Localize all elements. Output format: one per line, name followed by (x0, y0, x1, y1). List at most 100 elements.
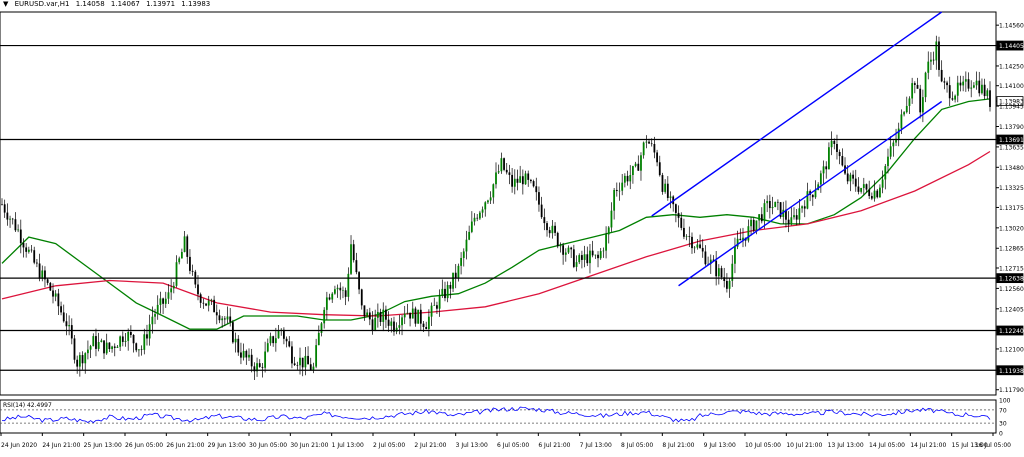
time-tick-label: 6 Jul 21:00 (538, 442, 570, 449)
candle-body (441, 288, 444, 296)
candle-body (508, 172, 511, 175)
candle-body (446, 285, 449, 299)
time-tick-label: 14 Jul 21:00 (910, 442, 946, 449)
candle-body (89, 346, 92, 350)
candle-body (693, 247, 696, 249)
candle-body (425, 326, 428, 330)
price-tick-label: 1.13175 (999, 205, 1024, 212)
candle-body (385, 309, 387, 320)
price-tick-label: 1.11938 (999, 368, 1024, 375)
candle-body (578, 255, 581, 263)
candle-body (226, 316, 229, 320)
time-tick-label: 26 Jun 21:00 (166, 442, 204, 449)
candle-body (921, 97, 924, 113)
candle-body (97, 342, 100, 349)
candle-body (143, 334, 146, 350)
candle-body (570, 247, 573, 250)
candle-body (234, 338, 237, 343)
time-tick-label: 30 Jun 05:00 (249, 442, 287, 449)
candle-body (197, 284, 199, 295)
candle-body (629, 175, 632, 182)
candle-body (825, 166, 828, 170)
candle-body (752, 219, 755, 231)
candle-body (790, 217, 793, 225)
candle-body (615, 189, 618, 191)
candle-body (739, 238, 742, 241)
candle-body (661, 175, 664, 192)
candle-body (956, 82, 959, 96)
trend-channel-line (678, 100, 943, 287)
candle-body (430, 305, 433, 317)
time-tick-label: 24 Jun 2020 (1, 442, 37, 449)
candle-body (505, 169, 508, 173)
chart-header: ▼ EURUSD.var,H1 1.14058 1.14067 1.13971 … (3, 0, 214, 12)
candle-body (178, 258, 181, 263)
symbol-menu-icon[interactable]: ▼ (3, 0, 9, 8)
candle-body (736, 238, 739, 247)
candle-body (325, 297, 328, 310)
candle-body (538, 192, 540, 205)
candle-body (449, 285, 452, 289)
candle-body (543, 217, 546, 224)
candle-body (100, 340, 103, 343)
candle-body (132, 334, 135, 344)
price-tick-label: 1.12715 (999, 265, 1024, 272)
candle-body (189, 256, 191, 271)
candle-body (291, 346, 293, 364)
candle-body (717, 268, 720, 277)
price-tick-label: 1.13790 (999, 124, 1024, 131)
candle-body (468, 231, 471, 240)
candle-body (470, 221, 473, 232)
candle-body (73, 338, 76, 360)
price-tick-label: 1.13691 (999, 137, 1024, 144)
candle-body (524, 173, 527, 185)
candle-body (683, 227, 685, 237)
price-tick-label: 1.12100 (999, 346, 1024, 353)
candle-body (376, 311, 379, 318)
candle-body (989, 90, 991, 107)
candle-body (27, 249, 30, 252)
time-tick-label: 8 Jul 05:00 (621, 442, 653, 449)
time-tick-label: 14 Jul 05:00 (869, 442, 905, 449)
candle-body (519, 176, 522, 183)
candle-body (903, 112, 905, 115)
candle-body (940, 69, 943, 82)
candle-body (387, 319, 390, 326)
candle-body (360, 289, 363, 306)
candle-body (685, 236, 688, 237)
time-tick-label: 6 Jul 05:00 (497, 442, 529, 449)
candle-body (747, 226, 750, 241)
candle-body (427, 316, 430, 330)
candle-body (674, 204, 677, 213)
candle-body (283, 329, 285, 339)
candle-body (634, 163, 637, 167)
candle-body (849, 174, 852, 182)
candle-body (199, 294, 202, 303)
candle-body (943, 81, 946, 83)
level-price-tag (996, 325, 1024, 336)
candle-body (642, 142, 645, 156)
candle-body (245, 350, 248, 358)
candle-body (406, 312, 409, 314)
candle-body (253, 366, 256, 372)
candle-body (127, 332, 130, 341)
candle-body (691, 236, 693, 249)
candle-body (838, 151, 841, 157)
time-tick-label: 2 Jul 21:00 (414, 442, 446, 449)
candle-body (656, 152, 658, 163)
candle-body (438, 295, 441, 309)
candle-body (215, 312, 218, 316)
candle-body (231, 322, 234, 343)
candle-body (237, 338, 240, 353)
candle-body (167, 292, 170, 299)
candle-body (972, 85, 975, 88)
candle-body (626, 175, 629, 182)
candle-body (535, 186, 538, 193)
candle-body (382, 309, 385, 322)
level-price-tag (996, 134, 1024, 145)
candle-body (758, 214, 761, 221)
candle-body (258, 363, 261, 367)
candle-body (852, 174, 854, 179)
candle-body (500, 158, 503, 172)
